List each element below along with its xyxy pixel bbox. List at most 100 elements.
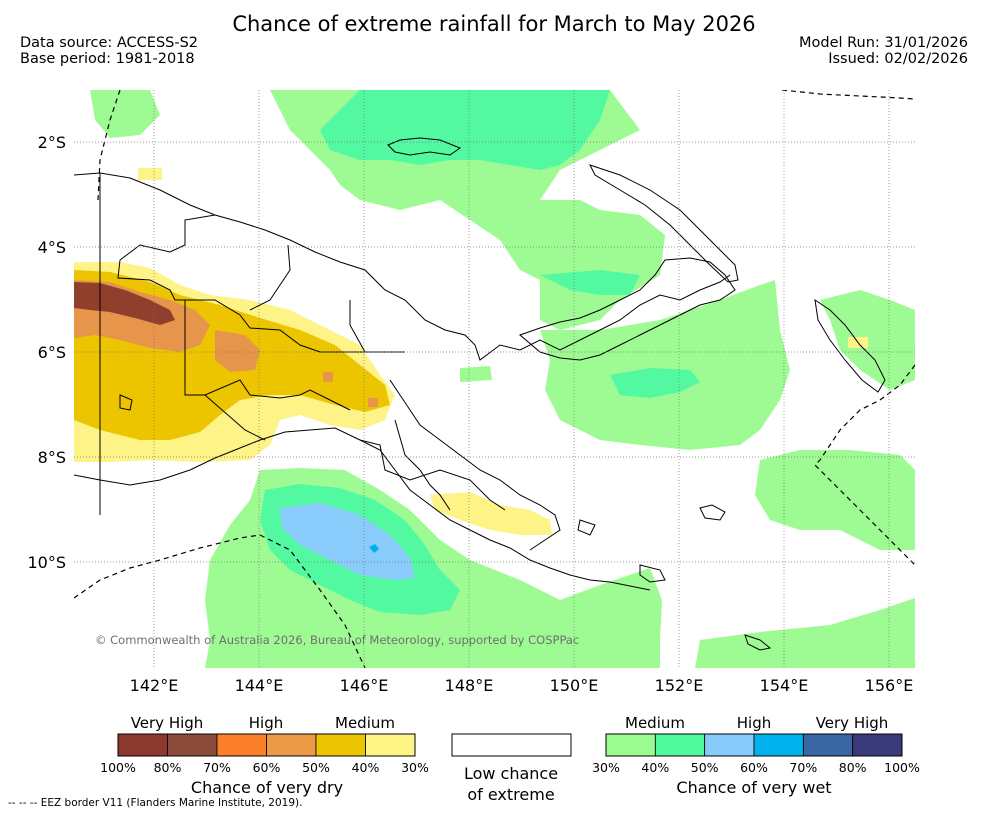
dry-pct-labels: 100% 80% 70% 60% 50% 40% 30% <box>100 760 429 775</box>
wet-swatch <box>802 733 854 757</box>
lon-tick-label: 144°E <box>235 676 284 695</box>
chart-title: Chance of extreme rainfall for March to … <box>232 12 756 36</box>
coastlines <box>74 137 886 651</box>
lat-tick-label: 2°S <box>38 133 66 152</box>
lon-tick-label: 150°E <box>550 676 599 695</box>
wet-level-label: High <box>737 714 771 732</box>
wet-pct-label: 50% <box>691 760 719 775</box>
dry-low-spot-north <box>138 168 162 180</box>
eez-border-south <box>259 534 366 668</box>
dry-level-label: Very High <box>131 714 204 732</box>
wet-swatch <box>654 733 706 757</box>
neutral-caption-line1: Low chance <box>464 764 558 783</box>
copyright-notice: © Commonwealth of Australia 2026, Bureau… <box>95 633 580 647</box>
eez-border-south-west <box>74 534 261 599</box>
lat-tick-label: 4°S <box>38 238 66 257</box>
lat-tick-labels: 2°S 4°S 6°S 8°S 10°S <box>27 133 66 572</box>
dry-swatch <box>167 733 218 757</box>
province-borders <box>117 214 506 511</box>
meta-left: Data source: ACCESS-S2 Base period: 1981… <box>20 35 198 67</box>
coastline-gulf <box>389 379 561 551</box>
wet2-region-east <box>610 368 700 398</box>
lon-tick-label: 148°E <box>445 676 494 695</box>
gridlines <box>74 90 915 668</box>
wet-colorbar-frame <box>605 733 903 757</box>
wet-pct-label: 80% <box>839 760 867 775</box>
wet2-region-mid <box>540 270 640 295</box>
wet2-region-north <box>320 90 610 170</box>
legend-dry: Very High High Medium 100% 80% 70% 60% 50% 40… <box>100 714 429 797</box>
wet-swatch <box>852 733 903 757</box>
dry-swatches <box>117 733 416 757</box>
wet-region-east <box>540 280 790 450</box>
dry-low-region-south <box>430 492 552 535</box>
dry-pct-label: 80% <box>154 760 182 775</box>
dry-swatch <box>216 733 267 757</box>
dry-pct-label: 70% <box>203 760 231 775</box>
dry-caption: Chance of very dry <box>191 778 343 797</box>
eez-border-west <box>97 90 121 201</box>
wet-pct-label: 30% <box>592 760 620 775</box>
map-field <box>74 90 915 668</box>
neutral-swatch <box>451 733 572 757</box>
wet-region-coast <box>460 366 492 382</box>
lat-tick-label: 8°S <box>38 448 66 467</box>
lon-tick-label: 156°E <box>865 676 914 695</box>
issued-date: Issued: 02/02/2026 <box>828 51 968 67</box>
lon-tick-labels: 142°E 144°E 146°E 148°E 150°E 152°E 154°… <box>130 676 914 695</box>
wet-level-label: Medium <box>625 714 685 732</box>
dry-high-region-mid <box>215 330 260 372</box>
wet-region-far-southeast <box>695 598 915 668</box>
dry-swatch <box>315 733 366 757</box>
wet-pct-label: 40% <box>641 760 669 775</box>
meta-right: Model Run: 31/01/2026 Issued: 02/02/2026 <box>799 35 968 67</box>
wet-pct-labels: 30% 40% 50% 60% 70% 80% 100% <box>592 760 920 775</box>
coastline-new-guinea-south <box>74 427 651 591</box>
model-run: Model Run: 31/01/2026 <box>798 35 968 51</box>
wet-pct-label: 60% <box>740 760 768 775</box>
dry-pct-label: 60% <box>253 760 281 775</box>
dry-pct-label: 30% <box>401 760 429 775</box>
coastline-new-guinea-north <box>74 172 731 361</box>
coastline-islands-east <box>119 394 772 651</box>
eez-footnote: -- -- -- EEZ border V11 (Flanders Marine… <box>8 797 303 809</box>
lon-tick-label: 152°E <box>655 676 704 695</box>
wet-pct-label: 70% <box>789 760 817 775</box>
coastline-manus <box>387 137 462 156</box>
dry-level-label: High <box>249 714 283 732</box>
eez-border-east <box>814 364 915 566</box>
coastline-bougainville <box>814 298 886 393</box>
neutral-caption-line2: of extreme <box>467 785 554 804</box>
dry-high-spot-2 <box>368 398 378 407</box>
dry-pct-label: 100% <box>100 760 136 775</box>
legend-wet: Medium High Very High 30% 40% 50% 60% 70% 80%… <box>592 714 920 797</box>
coastline-new-ireland <box>589 164 739 283</box>
data-source: Data source: ACCESS-S2 <box>20 35 199 51</box>
dry-level-label: Medium <box>335 714 395 732</box>
wet-region-northwest <box>90 90 160 138</box>
dry-colorbar-frame <box>117 733 416 757</box>
lon-tick-label: 146°E <box>340 676 389 695</box>
lon-tick-label: 142°E <box>130 676 179 695</box>
dry-swatch <box>365 733 416 757</box>
wet-pct-label: 100% <box>884 760 920 775</box>
dry-high-spot-1 <box>323 372 333 382</box>
dry-swatch <box>117 733 168 757</box>
dry-swatch <box>266 733 317 757</box>
wet4-spot <box>369 544 379 553</box>
lon-tick-label: 154°E <box>760 676 809 695</box>
dry-pct-label: 50% <box>302 760 330 775</box>
coastline-new-britain <box>519 257 736 361</box>
wet-swatches <box>605 733 903 757</box>
wet-level-label: Very High <box>816 714 889 732</box>
wet-swatch <box>605 733 656 757</box>
dry-pct-label: 40% <box>352 760 380 775</box>
legend-neutral: Low chance of extreme <box>451 733 572 804</box>
wet3-region-south <box>280 503 415 580</box>
eez-borders <box>74 90 915 668</box>
lat-tick-label: 10°S <box>27 553 66 572</box>
dry-very-high-region <box>74 282 175 325</box>
wet-swatch <box>753 733 804 757</box>
base-period: Base period: 1981-2018 <box>20 51 195 67</box>
wet-caption: Chance of very wet <box>676 778 831 797</box>
